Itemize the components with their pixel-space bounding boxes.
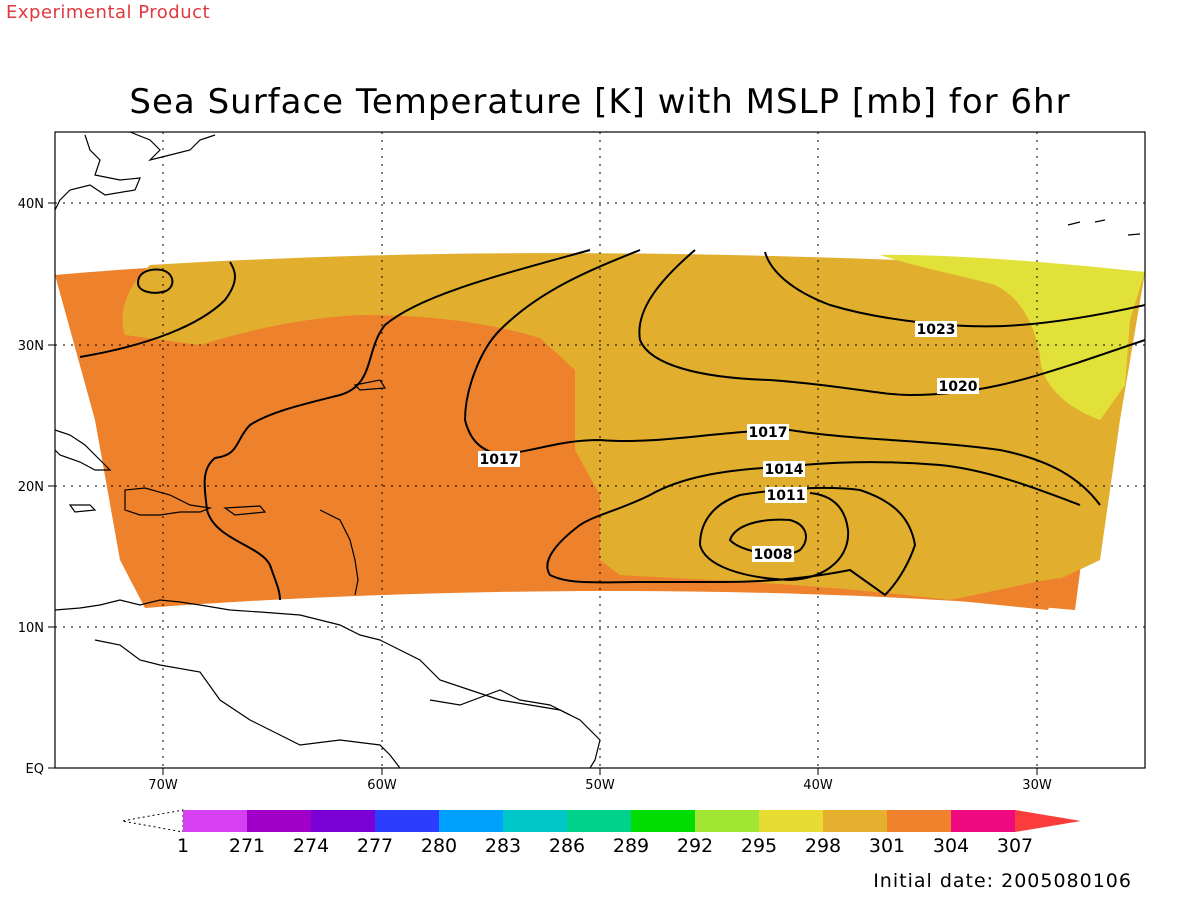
contour-1017-south	[203, 249, 591, 601]
colorbar-label: 298	[805, 835, 841, 857]
islands-lesser-antilles	[319, 509, 359, 596]
colorbar-swatch	[887, 810, 951, 832]
lat-label: 20N	[18, 480, 44, 495]
colorbar-label: 295	[741, 835, 777, 857]
island-bermuda	[353, 379, 387, 391]
tick-marks	[48, 202, 1038, 775]
lon-label: 30W	[1022, 778, 1052, 793]
colorbar-label: 277	[357, 835, 393, 857]
sst-region-moderate	[122, 253, 1145, 600]
coastlines	[54, 131, 1141, 769]
colorbar-label: 283	[485, 835, 521, 857]
contour-label: 1008	[754, 547, 793, 563]
experimental-product-banner: Experimental Product	[6, 2, 211, 23]
contour-label: 1023	[917, 322, 956, 338]
lon-label: 60W	[367, 778, 397, 793]
lon-label: 50W	[585, 778, 615, 793]
colorbar-label: 274	[293, 835, 329, 857]
coast-south-america	[54, 599, 601, 769]
colorbar-label: 271	[229, 835, 265, 857]
colorbar-swatch	[311, 810, 375, 832]
colorbar-swatch	[759, 810, 823, 832]
coast-venezuela	[94, 639, 401, 769]
island-jamaica	[68, 504, 97, 513]
colorbar-label: 301	[869, 835, 905, 857]
contour-1017-west	[79, 261, 236, 358]
colorbar-right-arrow	[1015, 810, 1081, 832]
colorbar-swatch	[183, 810, 247, 832]
colorbar-swatch	[823, 810, 887, 832]
colorbar-swatch	[375, 810, 439, 832]
coast-north-america	[54, 134, 141, 211]
coast-guianas	[429, 689, 571, 716]
contour-label: 1011	[767, 488, 806, 504]
lat-label: EQ	[26, 762, 44, 777]
contour-label: 1014	[765, 462, 804, 478]
colorbar-swatch	[695, 810, 759, 832]
lat-label: 10N	[18, 621, 44, 636]
colorbar: 1 271 274 277 280 283 286 289 292 295 298 301 304 307	[121, 809, 1081, 857]
colorbar-label: 292	[677, 835, 713, 857]
colorbar-label: 286	[549, 835, 585, 857]
islands-azores	[1067, 219, 1141, 236]
contour-labels: 1023 1020 1017 1017 1014 1011 1008	[478, 321, 979, 563]
colorbar-swatch	[567, 810, 631, 832]
colorbar-label: 1	[177, 835, 189, 857]
lon-label: 40W	[803, 778, 833, 793]
colorbar-swatch	[951, 810, 1015, 832]
grid-lines	[55, 132, 1145, 768]
map-title: Sea Surface Temperature [K] with MSLP [m…	[129, 82, 1071, 122]
colorbar-label: 289	[613, 835, 649, 857]
contour-1020	[638, 249, 1145, 397]
colorbar-swatch	[503, 810, 567, 832]
sst-region-cool	[880, 254, 1145, 420]
contour-1011	[698, 486, 861, 582]
contour-label: 1017	[749, 425, 788, 441]
colorbar-label: 280	[421, 835, 457, 857]
colorbar-label: 304	[933, 835, 969, 857]
colorbar-swatch	[439, 810, 503, 832]
island-hispaniola	[124, 487, 213, 516]
contour-1017-closed	[136, 268, 174, 294]
colorbar-left-arrow	[121, 809, 184, 833]
coast-canada	[129, 131, 216, 162]
island-puerto-rico	[223, 505, 267, 516]
lat-label: 40N	[18, 197, 44, 212]
longitude-labels: 70W 60W 50W 40W 30W	[148, 778, 1052, 793]
contour-label: 1017	[480, 452, 519, 468]
island-cuba	[54, 429, 112, 471]
colorbar-swatch	[631, 810, 695, 832]
colorbar-label: 307	[997, 835, 1033, 857]
initial-date-label: Initial date: 2005080106	[873, 870, 1132, 892]
lon-label: 70W	[148, 778, 178, 793]
contour-1017	[463, 249, 1101, 506]
contour-1014	[546, 461, 1081, 597]
plot-area	[55, 249, 1145, 610]
contour-label: 1020	[939, 379, 978, 395]
colorbar-swatch	[247, 810, 311, 832]
lat-label: 30N	[18, 339, 44, 354]
latitude-labels: EQ 10N 20N 30N 40N	[18, 197, 44, 777]
sst-region-warm-patch	[950, 578, 1060, 610]
